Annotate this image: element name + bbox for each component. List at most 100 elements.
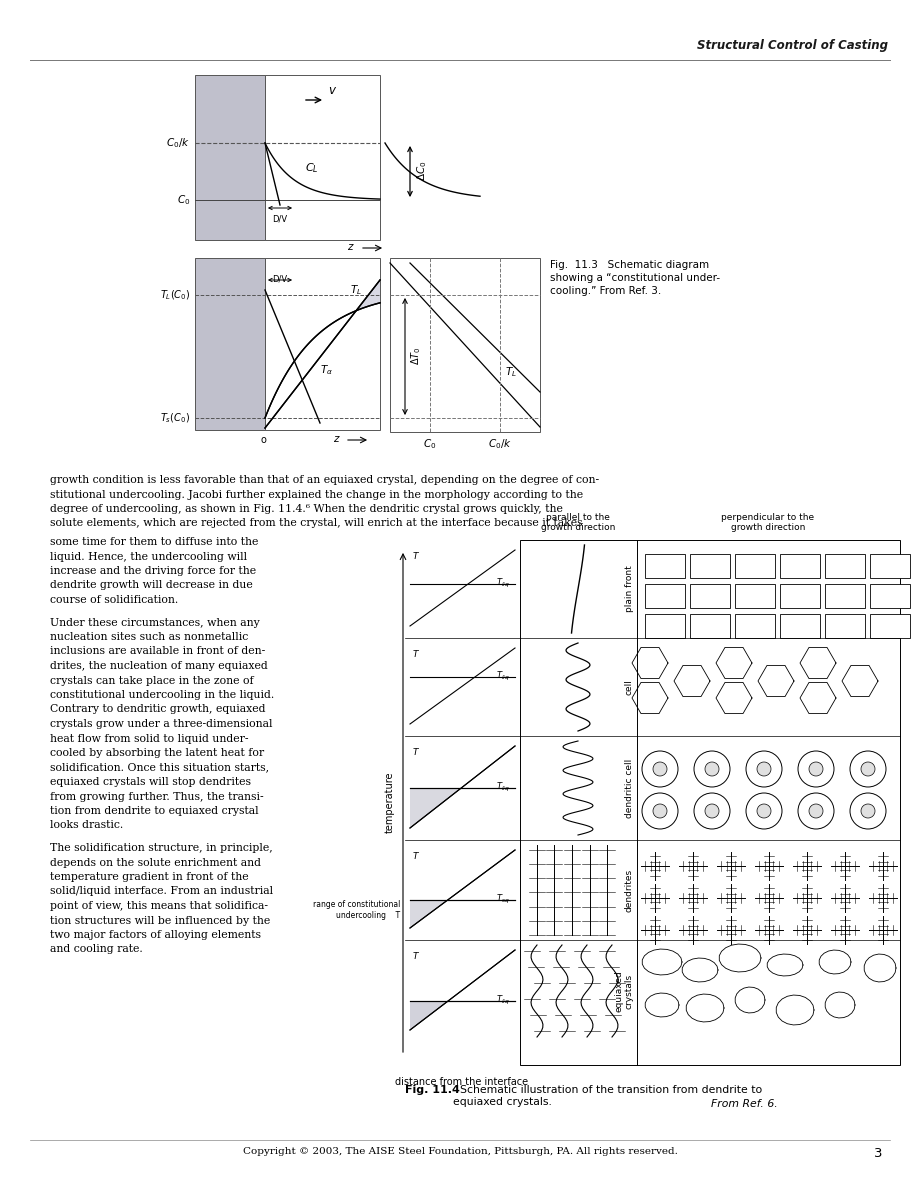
Text: $\Delta C_0$: $\Delta C_0$ xyxy=(414,161,428,181)
Bar xyxy=(779,554,819,578)
Bar xyxy=(734,584,774,607)
Text: $T_{liq}$: $T_{liq}$ xyxy=(495,671,509,684)
Text: solid/liquid interface. From an industrial: solid/liquid interface. From an industri… xyxy=(50,886,273,897)
Text: From Ref. 6.: From Ref. 6. xyxy=(710,1099,777,1109)
Circle shape xyxy=(745,752,781,787)
Bar xyxy=(869,584,909,607)
Text: constitutional undercooling in the liquid.: constitutional undercooling in the liqui… xyxy=(50,690,274,700)
Text: D/V: D/V xyxy=(272,214,288,223)
Bar xyxy=(734,615,774,638)
Text: $T_L$: $T_L$ xyxy=(349,283,361,297)
Text: z: z xyxy=(347,242,353,252)
Text: Structural Control of Casting: Structural Control of Casting xyxy=(697,39,887,52)
Text: solute elements, which are rejected from the crystal, will enrich at the interfa: solute elements, which are rejected from… xyxy=(50,518,582,529)
Text: Fig.  11.3   Schematic diagram
showing a “constitutional under-
cooling.” From R: Fig. 11.3 Schematic diagram showing a “c… xyxy=(550,260,720,297)
Circle shape xyxy=(652,762,666,777)
Text: depends on the solute enrichment and: depends on the solute enrichment and xyxy=(50,858,261,867)
Bar xyxy=(644,584,685,607)
Text: dendrite growth will decrease in due: dendrite growth will decrease in due xyxy=(50,580,253,591)
Text: temperature gradient in front of the: temperature gradient in front of the xyxy=(50,872,248,883)
Text: solidification. Once this situation starts,: solidification. Once this situation star… xyxy=(50,762,269,773)
Circle shape xyxy=(797,793,834,829)
Bar xyxy=(689,584,729,607)
Circle shape xyxy=(797,752,834,787)
Bar xyxy=(689,615,729,638)
Text: Fig. 11.4: Fig. 11.4 xyxy=(404,1085,460,1095)
Text: parallel to the
growth direction: parallel to the growth direction xyxy=(540,512,615,532)
Text: D/V: D/V xyxy=(272,274,288,283)
Circle shape xyxy=(860,804,874,818)
Circle shape xyxy=(704,762,719,777)
Bar xyxy=(779,615,819,638)
Text: range of constitutional
undercooling    T: range of constitutional undercooling T xyxy=(312,900,400,919)
Circle shape xyxy=(756,804,770,818)
Text: Under these circumstances, when any: Under these circumstances, when any xyxy=(50,617,259,628)
Text: stitutional undercooling. Jacobi further explained the change in the morphology : stitutional undercooling. Jacobi further… xyxy=(50,490,583,499)
Text: T: T xyxy=(413,748,418,757)
Circle shape xyxy=(849,752,885,787)
Bar xyxy=(644,554,685,578)
Text: $T_L(C_0)$: $T_L(C_0)$ xyxy=(160,288,190,301)
Text: T: T xyxy=(413,551,418,561)
Polygon shape xyxy=(410,900,447,928)
Text: crystals can take place in the zone of: crystals can take place in the zone of xyxy=(50,675,254,686)
Text: $T_{liq}$: $T_{liq}$ xyxy=(495,994,509,1008)
Text: cooled by absorbing the latent heat for: cooled by absorbing the latent heat for xyxy=(50,748,264,757)
Text: nucleation sites such as nonmetallic: nucleation sites such as nonmetallic xyxy=(50,632,248,642)
Text: T: T xyxy=(413,952,418,961)
Bar xyxy=(519,540,899,1065)
Text: $C_0$: $C_0$ xyxy=(176,193,190,207)
Text: dendritic cell: dendritic cell xyxy=(624,759,633,818)
Text: $C_0/k$: $C_0/k$ xyxy=(165,136,190,150)
Text: $\Delta T_0$: $\Delta T_0$ xyxy=(409,347,423,366)
Circle shape xyxy=(808,762,823,777)
Bar xyxy=(390,258,539,432)
Text: tion structures will be influenced by the: tion structures will be influenced by th… xyxy=(50,916,270,925)
Bar xyxy=(195,75,265,241)
Text: growth condition is less favorable than that of an equiaxed crystal, depending o: growth condition is less favorable than … xyxy=(50,475,598,485)
Text: The solidification structure, in principle,: The solidification structure, in princip… xyxy=(50,843,272,853)
Text: Contrary to dendritic growth, equiaxed: Contrary to dendritic growth, equiaxed xyxy=(50,705,266,715)
Text: looks drastic.: looks drastic. xyxy=(50,821,123,830)
Text: $C_0$: $C_0$ xyxy=(423,437,437,451)
Text: heat flow from solid to liquid under-: heat flow from solid to liquid under- xyxy=(50,734,248,743)
Text: increase and the driving force for the: increase and the driving force for the xyxy=(50,566,255,576)
Text: from growing further. Thus, the transi-: from growing further. Thus, the transi- xyxy=(50,792,264,802)
Bar xyxy=(265,75,380,241)
Text: Schematic illustration of the transition from dendrite to
equiaxed crystals.: Schematic illustration of the transition… xyxy=(452,1085,762,1106)
Text: v: v xyxy=(328,85,335,96)
Text: inclusions are available in front of den-: inclusions are available in front of den… xyxy=(50,647,265,656)
Text: $T_{liq}$: $T_{liq}$ xyxy=(495,578,509,591)
Circle shape xyxy=(756,762,770,777)
Bar xyxy=(824,554,864,578)
Text: two major factors of alloying elements: two major factors of alloying elements xyxy=(50,930,261,940)
Circle shape xyxy=(641,793,677,829)
Text: $T_\alpha$: $T_\alpha$ xyxy=(320,363,333,376)
Text: degree of undercooling, as shown in Fig. 11.4.⁶ When the dendritic crystal grows: degree of undercooling, as shown in Fig.… xyxy=(50,504,562,515)
Circle shape xyxy=(808,804,823,818)
Text: 3: 3 xyxy=(872,1147,881,1160)
Circle shape xyxy=(652,804,666,818)
Circle shape xyxy=(693,793,729,829)
Text: course of solidification.: course of solidification. xyxy=(50,596,178,605)
Polygon shape xyxy=(357,280,380,311)
Text: distance from the interface: distance from the interface xyxy=(395,1077,528,1087)
Bar xyxy=(644,615,685,638)
Text: $T_{sq}$: $T_{sq}$ xyxy=(495,893,509,906)
Text: $T_{liq}$: $T_{liq}$ xyxy=(495,781,509,794)
Text: T: T xyxy=(413,852,418,861)
Text: and cooling rate.: and cooling rate. xyxy=(50,944,142,954)
Text: crystals grow under a three-dimensional: crystals grow under a three-dimensional xyxy=(50,719,272,729)
Text: z: z xyxy=(333,434,338,444)
Bar xyxy=(824,584,864,607)
Polygon shape xyxy=(410,788,460,828)
Text: $T_s(C_0)$: $T_s(C_0)$ xyxy=(160,411,190,425)
Bar xyxy=(689,554,729,578)
Circle shape xyxy=(860,762,874,777)
Text: $T_L$: $T_L$ xyxy=(505,366,516,379)
Text: equiaxed crystals will stop dendrites: equiaxed crystals will stop dendrites xyxy=(50,777,251,787)
Circle shape xyxy=(641,752,677,787)
Circle shape xyxy=(704,804,719,818)
Text: Copyright © 2003, The AISE Steel Foundation, Pittsburgh, PA. All rights reserved: Copyright © 2003, The AISE Steel Foundat… xyxy=(243,1147,676,1156)
Text: T: T xyxy=(413,650,418,659)
